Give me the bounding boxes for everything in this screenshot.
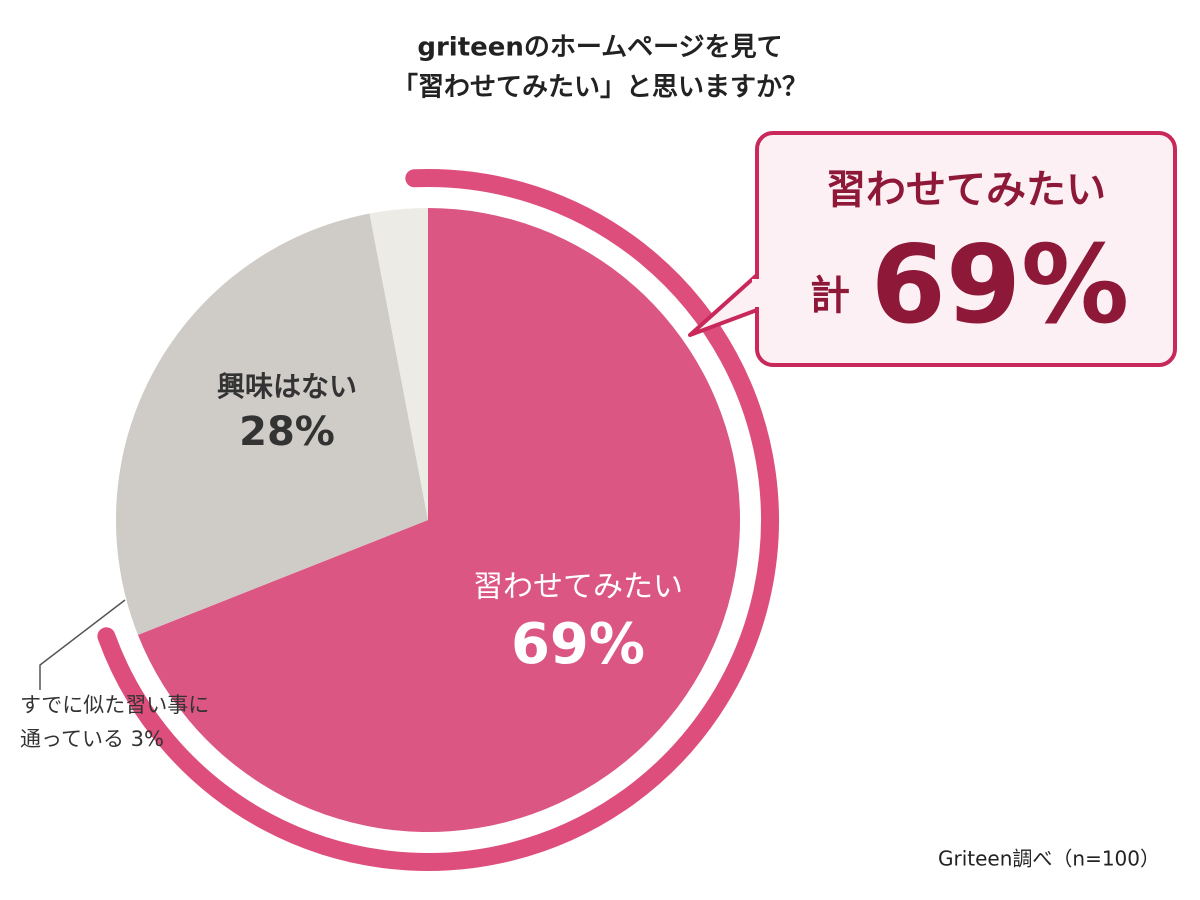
value-label: 28% <box>239 409 335 455</box>
pie-slice <box>115 213 428 635</box>
slice-label: 習わせてみたい <box>473 570 683 605</box>
source-note: Griteen調べ（n=100） <box>938 847 1160 871</box>
slice-label: 興味はない <box>217 370 357 403</box>
chart-title: 「習わせてみたい」と思いますか？ <box>392 72 808 103</box>
callout-prefix: 計 <box>810 273 850 319</box>
pie-slice <box>137 208 741 833</box>
value-label: 3% <box>130 727 164 751</box>
chart-title: griteenのホームページを見て <box>417 33 782 63</box>
callout-joint <box>752 279 762 307</box>
pie-slice <box>369 208 428 520</box>
highlight-ring <box>97 169 779 871</box>
slice-label: すでに似た習い事に通っている <box>20 693 210 751</box>
leader-line <box>39 599 126 690</box>
pie <box>97 169 779 871</box>
value-label: 69% <box>511 612 645 677</box>
callout-value: 69% <box>871 223 1130 348</box>
small-slice-label: すでに似た習い事に通っている 3% <box>20 688 225 756</box>
callout-title: 習わせてみたい <box>826 167 1106 213</box>
callout-box <box>755 131 1177 367</box>
